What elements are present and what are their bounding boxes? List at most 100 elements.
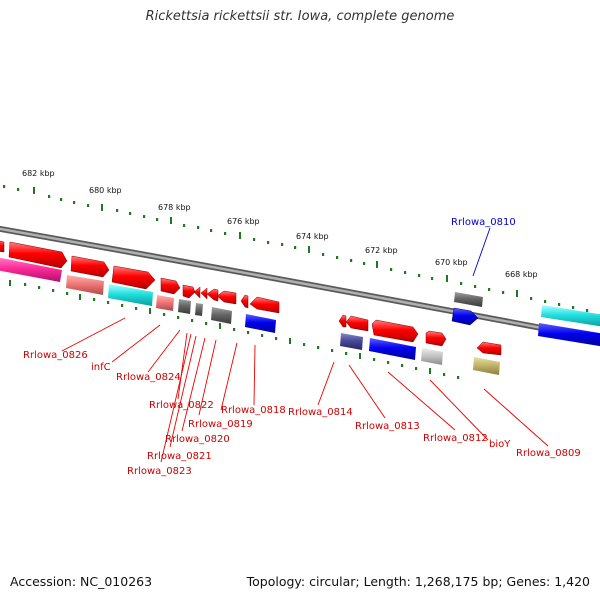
category-block [195,303,203,316]
gene-label[interactable]: Rrlowa_0812 [423,433,488,444]
tick-mark [163,313,166,316]
gene-label[interactable]: Rrlowa_0819 [188,419,253,430]
tick-mark [404,271,407,274]
gene-arrow[interactable] [371,319,419,343]
gene-arrow[interactable] [338,314,347,328]
gene-label[interactable]: Rrlowa_0814 [288,407,353,418]
tick-mark [87,204,90,207]
tick-mark [66,292,69,295]
leader-line [177,332,188,400]
major-tick-mark [308,246,310,253]
leader-line [317,361,335,406]
tick-mark [121,304,124,307]
tick-mark [345,352,348,355]
tick-mark [331,349,334,352]
gene-label[interactable]: infC [91,362,111,373]
tick-mark [247,331,250,334]
leader-line [387,371,456,431]
tick-mark [373,358,376,361]
tick-mark [233,328,236,331]
gene-arrow[interactable] [160,277,181,295]
tick-mark [303,343,306,346]
gene-label[interactable]: Rrlowa_0818 [221,405,286,416]
tick-mark [457,376,460,379]
gene-arrow[interactable] [193,286,201,299]
tick-mark [60,198,63,201]
tick-mark [336,256,339,259]
category-block [156,295,174,311]
gene-arrow[interactable] [249,296,280,314]
gene-arrow[interactable] [425,330,447,347]
gene-arrow[interactable] [70,255,110,278]
major-tick-mark [9,280,11,286]
gene-label[interactable]: Rrlowa_0809 [516,448,581,459]
tick-mark [205,322,208,325]
gene-label[interactable]: Rrlowa_0824 [116,372,181,383]
tick-mark [52,289,55,292]
gene-arrow[interactable] [0,240,5,253]
tick-mark [116,209,119,212]
category-block [369,338,416,360]
gene-label[interactable]: Rrlowa_0823 [127,466,192,477]
outer-tick-row [3,185,589,312]
tick-label: 678 kbp [158,203,191,212]
tick-mark [294,246,297,249]
gene-label[interactable]: Rrlowa_0813 [355,421,420,432]
gene-arrow[interactable] [182,284,196,299]
tick-mark [474,285,477,288]
major-tick-mark [79,294,81,300]
tick-mark [73,201,76,204]
gene-arrow[interactable] [240,294,249,309]
gene-label[interactable]: Rrlowa_0810 [451,217,516,228]
tick-mark [261,334,264,337]
major-tick-mark [429,368,431,374]
gene-arrow[interactable] [8,241,68,269]
gene-arrow[interactable] [476,341,502,356]
accession-text: Accession: NC_010263 [10,574,153,589]
major-tick-mark [239,232,241,239]
tick-mark [267,241,270,244]
tick-mark [156,218,159,221]
reverse-strand-genes [451,292,600,347]
gene-arrow[interactable] [345,315,369,332]
gene-arrow[interactable] [538,323,600,347]
tick-label: 682 kbp [22,169,55,178]
gene-arrow[interactable] [216,290,237,305]
tick-mark [129,212,132,215]
tick-mark [322,253,325,256]
gene-label[interactable]: Rrlowa_0820 [165,434,230,445]
tick-mark [197,226,200,229]
tick-mark [48,195,51,198]
category-block [245,314,276,333]
gene-arrow[interactable] [454,292,483,307]
tick-mark [253,238,256,241]
major-tick-mark [219,323,221,329]
tick-mark [502,291,505,294]
tick-mark [363,262,366,265]
tick-mark [558,303,561,306]
tick-mark [317,346,320,349]
gene-arrow[interactable] [206,288,219,302]
leader-line [348,364,386,419]
gene-label[interactable]: Rrlowa_0826 [23,350,88,361]
leader-line [198,339,217,416]
tick-mark [387,361,390,364]
map-title: Rickettsia rickettsii str. Iowa, complet… [145,9,455,24]
gene-label[interactable]: Rrlowa_0822 [149,400,214,411]
tick-mark [401,364,404,367]
tick-label: 680 kbp [89,186,122,195]
tick-mark [572,306,575,309]
gene-label[interactable]: bioY [489,439,511,450]
category-block [66,275,104,295]
gene-arrow[interactable] [200,287,208,300]
leader-line [160,333,192,463]
category-block [340,333,363,350]
gene-arrow[interactable] [451,307,479,326]
gene-arrow[interactable] [111,265,156,290]
major-tick-mark [446,275,448,282]
tick-mark [431,277,434,280]
tick-mark [530,297,533,300]
gene-arrow[interactable] [541,305,600,327]
gene-label[interactable]: Rrlowa_0821 [147,451,212,462]
